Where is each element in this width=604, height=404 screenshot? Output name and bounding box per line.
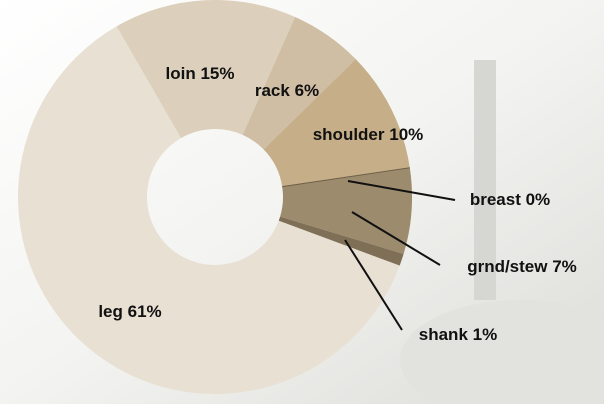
label-category: breast bbox=[470, 190, 521, 209]
label-category: rack bbox=[255, 81, 291, 100]
data-label: rack 6% bbox=[255, 81, 319, 100]
label-category: grnd/stew bbox=[467, 257, 548, 276]
label-value: 15% bbox=[200, 64, 234, 83]
label-value: 10% bbox=[389, 125, 423, 144]
slice bbox=[18, 26, 400, 394]
label-value: 0% bbox=[526, 190, 551, 209]
label-value: 61% bbox=[128, 302, 162, 321]
data-label: breast 0% bbox=[470, 190, 550, 209]
label-category: shoulder bbox=[313, 125, 385, 144]
leader-line bbox=[344, 239, 403, 331]
data-label: shoulder 10% bbox=[313, 125, 424, 144]
label-value: 6% bbox=[295, 81, 320, 100]
slice bbox=[278, 216, 404, 266]
slice bbox=[116, 0, 296, 139]
label-category: leg bbox=[98, 302, 123, 321]
label-category: shank bbox=[419, 325, 469, 344]
leader-line bbox=[347, 180, 456, 201]
data-label: loin 15% bbox=[166, 64, 235, 83]
slice bbox=[242, 17, 356, 150]
slices bbox=[18, 0, 412, 394]
data-label: grnd/stew 7% bbox=[467, 257, 577, 276]
slice bbox=[263, 59, 410, 188]
labels: loin 15% rack 6% shoulder 10% breast 0% grnd… bbox=[98, 64, 576, 344]
label-value: 1% bbox=[473, 325, 498, 344]
label-category: loin bbox=[166, 64, 196, 83]
background-sheep bbox=[400, 300, 604, 404]
slice bbox=[280, 168, 412, 254]
data-label: shank 1% bbox=[419, 325, 497, 344]
data-label: leg 61% bbox=[98, 302, 161, 321]
background-post bbox=[474, 60, 496, 300]
label-value: 7% bbox=[552, 257, 577, 276]
leader-line bbox=[351, 211, 441, 266]
